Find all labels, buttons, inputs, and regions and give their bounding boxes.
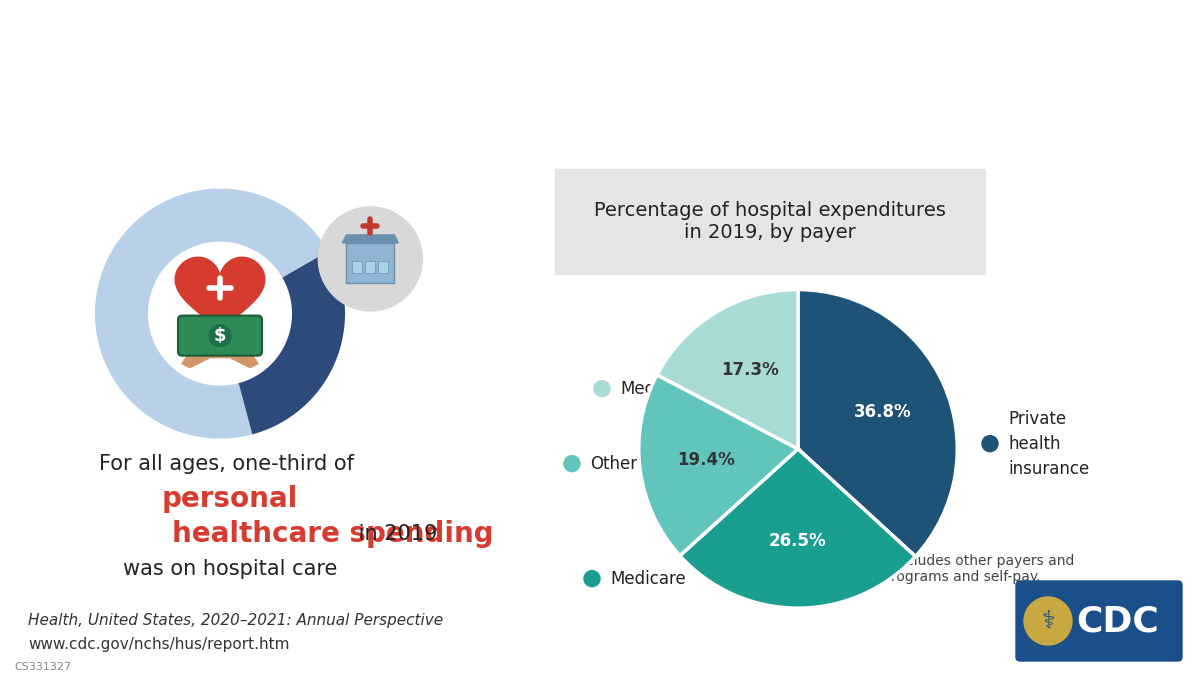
Circle shape [209, 325, 230, 347]
Polygon shape [175, 257, 265, 338]
FancyBboxPatch shape [365, 261, 376, 273]
Polygon shape [182, 352, 258, 368]
Text: personal: personal [162, 485, 298, 512]
Text: Private insurance pays the largest portion of hospital expenditures: Private insurance pays the largest porti… [46, 104, 1154, 132]
Wedge shape [680, 449, 916, 608]
Circle shape [982, 435, 998, 452]
Text: 19.4%: 19.4% [678, 452, 736, 469]
Text: 36.8%: 36.8% [853, 403, 911, 421]
Circle shape [594, 381, 610, 397]
Text: * Includes other payers and
programs and self-pay.: * Includes other payers and programs and… [882, 554, 1074, 584]
Polygon shape [342, 235, 398, 243]
Text: $: $ [214, 327, 227, 345]
Text: Private
health
insurance: Private health insurance [1008, 410, 1090, 478]
Text: CDC: CDC [1076, 604, 1159, 638]
Text: www.cdc.gov/nchs/hus/report.htm: www.cdc.gov/nchs/hus/report.htm [28, 637, 289, 653]
Text: CS331327: CS331327 [14, 662, 71, 672]
Text: 26.5%: 26.5% [769, 533, 827, 550]
Circle shape [150, 244, 290, 383]
FancyBboxPatch shape [554, 169, 985, 273]
Text: ⚕: ⚕ [1042, 609, 1055, 633]
Text: Percentage of hospital expenditures
in 2019, by payer: Percentage of hospital expenditures in 2… [594, 200, 946, 242]
FancyBboxPatch shape [378, 261, 389, 273]
Wedge shape [656, 290, 798, 449]
Wedge shape [638, 375, 798, 556]
Polygon shape [95, 188, 329, 439]
Text: was on hospital care: was on hospital care [122, 559, 337, 578]
Text: Medicaid: Medicaid [620, 379, 694, 398]
Text: For all ages, one-third of: For all ages, one-third of [100, 454, 361, 474]
FancyBboxPatch shape [353, 261, 362, 273]
Text: in 2019: in 2019 [352, 524, 437, 543]
Text: 17.3%: 17.3% [721, 361, 779, 379]
Text: healthcare spending: healthcare spending [172, 520, 493, 547]
Circle shape [318, 207, 422, 311]
FancyBboxPatch shape [1016, 581, 1182, 661]
FancyBboxPatch shape [178, 316, 262, 356]
FancyBboxPatch shape [347, 243, 395, 283]
Circle shape [564, 456, 580, 472]
Circle shape [1024, 597, 1072, 645]
Text: Health, United States, 2020–2021: Annual Perspective: Health, United States, 2020–2021: Annual… [28, 612, 443, 628]
Polygon shape [239, 251, 344, 435]
Text: Other*: Other* [590, 455, 646, 472]
Wedge shape [798, 290, 958, 556]
Circle shape [584, 570, 600, 587]
Text: Medicare: Medicare [610, 570, 685, 588]
